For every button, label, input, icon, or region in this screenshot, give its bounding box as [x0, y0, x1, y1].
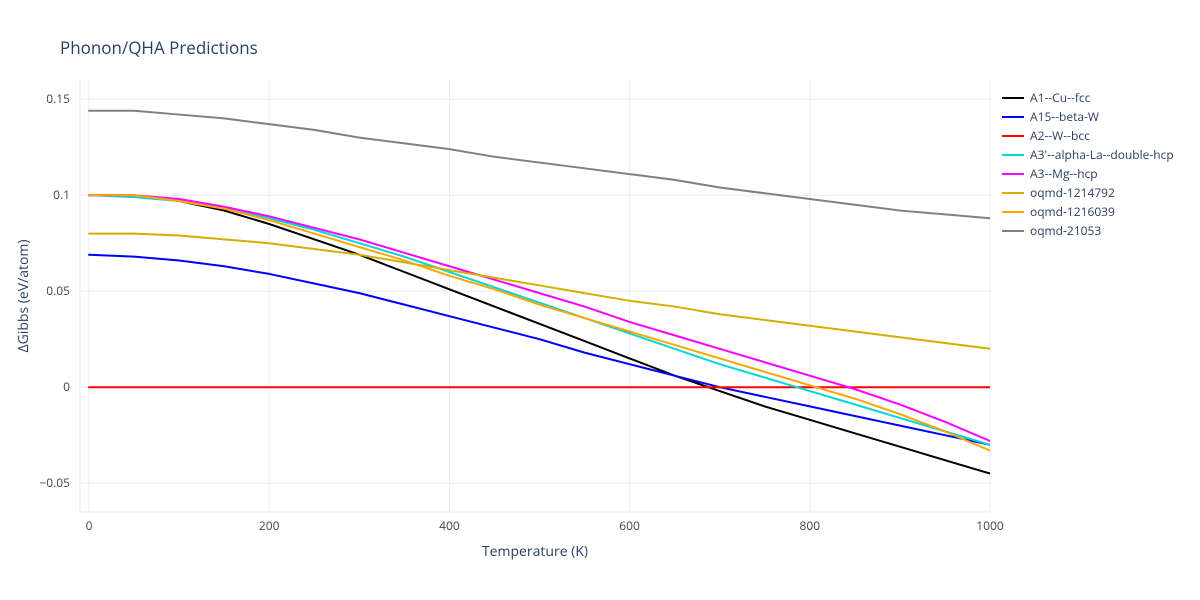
legend-item[interactable]: A1--Cu--fcc — [1002, 88, 1174, 107]
y-tick-labels: −0.05 0 0.05 0.1 0.15 — [39, 90, 70, 491]
legend-item[interactable]: oqmd-1214792 — [1002, 183, 1174, 202]
legend-swatch — [1002, 97, 1024, 99]
y-tick-label: 0.15 — [46, 90, 70, 107]
legend-label: oqmd-21053 — [1030, 222, 1101, 239]
legend-label: A15--beta-W — [1030, 108, 1099, 125]
y-tick-label: 0.05 — [46, 282, 70, 299]
legend-label: A1--Cu--fcc — [1030, 89, 1090, 106]
legend-swatch — [1002, 230, 1024, 232]
legend-item[interactable]: oqmd-1216039 — [1002, 202, 1174, 221]
legend-item[interactable]: A2--W--bcc — [1002, 126, 1174, 145]
legend: A1--Cu--fcc A15--beta-W A2--W--bcc A3'--alp… — [1002, 88, 1174, 240]
y-axis-title: ΔGibbs (eV/atom) — [14, 239, 33, 352]
chart-container: Phonon/QHA Predictions 02004006008001000… — [0, 0, 1200, 600]
legend-swatch — [1002, 173, 1024, 175]
legend-item[interactable]: oqmd-21053 — [1002, 221, 1174, 240]
x-tick-label: 0 — [86, 517, 93, 534]
legend-label: A3--Mg--hcp — [1030, 165, 1098, 182]
legend-item[interactable]: A15--beta-W — [1002, 107, 1174, 126]
legend-swatch — [1002, 135, 1024, 137]
legend-label: oqmd-1214792 — [1030, 184, 1115, 201]
x-axis-title: Temperature (K) — [482, 542, 588, 561]
y-tick-label: 0.1 — [53, 186, 70, 203]
y-tick-label: −0.05 — [39, 474, 70, 491]
x-tick-label: 200 — [259, 517, 280, 534]
legend-label: A2--W--bcc — [1030, 127, 1090, 144]
x-tick-label: 1000 — [976, 517, 1004, 534]
plot-background — [80, 80, 990, 512]
y-tick-label: 0 — [63, 378, 70, 395]
x-tick-label: 600 — [619, 517, 640, 534]
x-tick-labels: 0 200 400 600 800 1000 — [86, 517, 1004, 534]
legend-swatch — [1002, 116, 1024, 118]
legend-swatch — [1002, 192, 1024, 194]
legend-swatch — [1002, 154, 1024, 156]
legend-item[interactable]: A3'--alpha-La--double-hcp — [1002, 145, 1174, 164]
legend-swatch — [1002, 211, 1024, 213]
x-tick-label: 800 — [800, 517, 821, 534]
legend-item[interactable]: A3--Mg--hcp — [1002, 164, 1174, 183]
legend-label: oqmd-1216039 — [1030, 203, 1115, 220]
x-tick-label: 400 — [439, 517, 460, 534]
legend-label: A3'--alpha-La--double-hcp — [1030, 146, 1174, 163]
